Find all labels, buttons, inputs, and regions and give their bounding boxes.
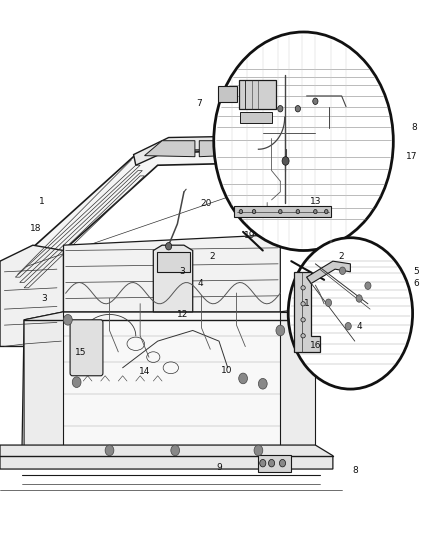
Circle shape [72,377,81,387]
Polygon shape [9,149,272,278]
Bar [157,252,190,272]
Text: 12: 12 [177,310,189,319]
Bar [239,80,276,109]
Bar [218,86,237,102]
Polygon shape [0,245,64,346]
Circle shape [276,325,285,336]
Polygon shape [64,235,280,312]
Text: 8: 8 [352,466,358,474]
Polygon shape [294,272,320,352]
Text: 5: 5 [413,268,419,276]
Circle shape [278,106,283,112]
Text: 1: 1 [304,300,310,308]
Text: 2: 2 [339,253,344,261]
Text: 2: 2 [210,253,215,261]
Polygon shape [134,136,272,165]
Circle shape [64,314,72,325]
Ellipse shape [301,334,305,338]
Ellipse shape [301,318,305,322]
Circle shape [260,459,266,467]
Circle shape [214,32,393,251]
Circle shape [325,299,332,306]
Polygon shape [24,312,64,456]
Text: 14: 14 [139,367,150,376]
Circle shape [313,98,318,104]
Polygon shape [145,141,195,157]
Circle shape [282,157,289,165]
Circle shape [239,373,247,384]
Text: 20: 20 [200,199,212,208]
Text: 19: 19 [244,231,255,240]
Circle shape [171,445,180,456]
Text: 4: 4 [357,322,362,330]
Circle shape [365,282,371,289]
Circle shape [105,445,114,456]
Polygon shape [199,141,247,157]
Circle shape [166,243,172,250]
Polygon shape [307,261,350,284]
Text: 3: 3 [41,294,47,303]
Ellipse shape [301,302,305,306]
Text: 3: 3 [179,268,185,276]
Circle shape [268,459,275,467]
Circle shape [288,238,413,389]
Circle shape [339,267,346,274]
Circle shape [356,295,362,302]
Text: 4: 4 [198,279,203,288]
Text: 18: 18 [30,224,42,232]
Polygon shape [240,112,272,123]
Text: 16: 16 [310,341,321,350]
Polygon shape [22,309,315,456]
Text: 13: 13 [310,197,321,206]
Circle shape [254,445,263,456]
Circle shape [258,378,267,389]
Circle shape [295,106,300,112]
FancyBboxPatch shape [70,320,103,376]
Text: 9: 9 [216,464,222,472]
Circle shape [239,209,243,214]
Text: 15: 15 [75,349,87,357]
Text: 1: 1 [39,197,45,206]
Circle shape [325,209,328,214]
Circle shape [314,209,317,214]
Circle shape [279,459,286,467]
Polygon shape [280,312,315,456]
Polygon shape [153,245,193,312]
Circle shape [252,209,256,214]
Text: 8: 8 [411,124,417,132]
Bar [258,455,291,472]
Ellipse shape [301,286,305,290]
Bar [234,206,331,217]
Circle shape [345,322,351,330]
Text: 6: 6 [413,279,419,288]
Text: 10: 10 [221,366,233,375]
Polygon shape [0,445,333,469]
Circle shape [279,209,282,214]
Circle shape [296,209,300,214]
Text: 7: 7 [196,100,202,108]
Text: 17: 17 [406,152,417,161]
